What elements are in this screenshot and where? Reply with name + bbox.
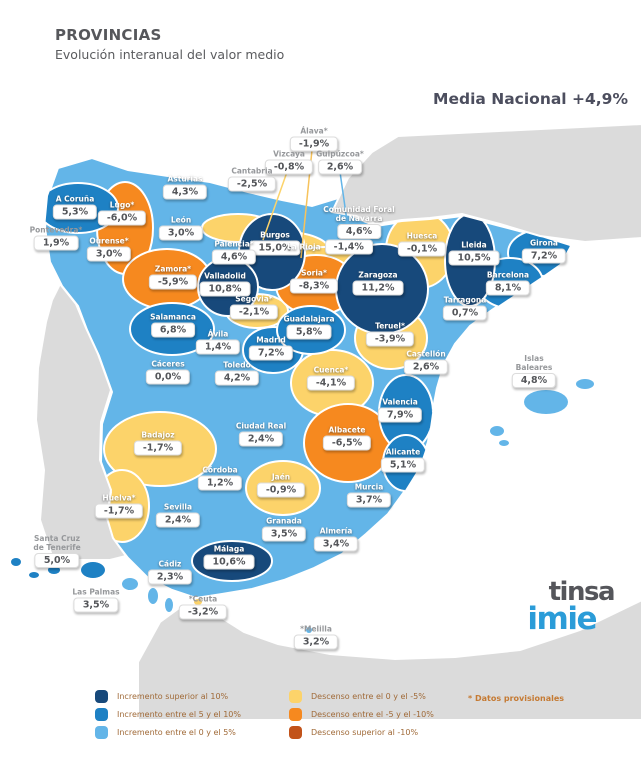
region-jaen bbox=[245, 460, 321, 516]
province-regions bbox=[45, 181, 570, 582]
region-valladolid bbox=[197, 257, 259, 317]
legend-note: * Datos provisionales bbox=[468, 694, 565, 703]
legend-swatch-red bbox=[289, 726, 302, 739]
tinsa-imie-logo: tinsa imie bbox=[500, 577, 620, 637]
legend-label: Descenso superior al -10% bbox=[311, 728, 419, 737]
region-acoruna bbox=[45, 182, 119, 234]
vizcaya-callout-line bbox=[262, 171, 288, 241]
legend-label: Incremento entre el 5 y el 10% bbox=[117, 710, 241, 719]
national-average: Media Nacional +4,9% bbox=[433, 90, 628, 108]
portugal-region bbox=[34, 282, 128, 561]
balearic-islands bbox=[490, 379, 594, 446]
legend-swatch-yellow bbox=[289, 690, 302, 703]
legend-item-orange: Descenso entre el -5 y el -10% bbox=[289, 708, 434, 721]
legend-swatch-dark bbox=[95, 690, 108, 703]
region-malaga bbox=[191, 540, 273, 582]
page-subtitle: Evolución interanual del valor medio bbox=[55, 47, 285, 62]
legend-item-light: Incremento entre el 0 y el 5% bbox=[95, 726, 241, 739]
region-lleida bbox=[444, 213, 496, 307]
legend-label: Incremento superior al 10% bbox=[117, 692, 229, 701]
melilla-dot bbox=[306, 627, 312, 633]
region-salamanca bbox=[129, 302, 215, 356]
page-title: PROVINCIAS bbox=[55, 26, 162, 44]
legend-label: Descenso entre el -5 y el -10% bbox=[311, 710, 434, 719]
region-zamora bbox=[122, 248, 212, 310]
legend-swatch-light bbox=[95, 726, 108, 739]
region-alicante bbox=[382, 434, 430, 492]
canary-islands-las-palmas bbox=[122, 578, 173, 612]
region-zaragoza bbox=[335, 243, 429, 335]
region-guadalajara bbox=[276, 305, 346, 355]
france-region bbox=[330, 122, 642, 244]
ceuta-dot bbox=[194, 599, 202, 605]
legend-label: Descenso entre el 0 y el -5% bbox=[311, 692, 426, 701]
legend-swatch-orange bbox=[289, 708, 302, 721]
legend-column-increments: Incremento superior al 10% Incremento ent… bbox=[95, 690, 241, 739]
legend-item-yellow: Descenso entre el 0 y el -5% bbox=[289, 690, 434, 703]
legend-label: Incremento entre el 0 y el 5% bbox=[117, 728, 236, 737]
legend-item-dark: Incremento superior al 10% bbox=[95, 690, 241, 703]
legend-swatch-medium bbox=[95, 708, 108, 721]
legend-item-medium: Incremento entre el 5 y el 10% bbox=[95, 708, 241, 721]
legend: Incremento superior al 10% Incremento ent… bbox=[0, 686, 642, 746]
legend-item-red: Descenso superior al -10% bbox=[289, 726, 434, 739]
logo-imie-text: imie bbox=[527, 600, 597, 637]
logo-tinsa-text: tinsa bbox=[548, 577, 616, 607]
canary-islands-tenerife bbox=[11, 558, 105, 578]
legend-column-decreases: Descenso entre el 0 y el -5% Descenso ent… bbox=[289, 690, 434, 739]
